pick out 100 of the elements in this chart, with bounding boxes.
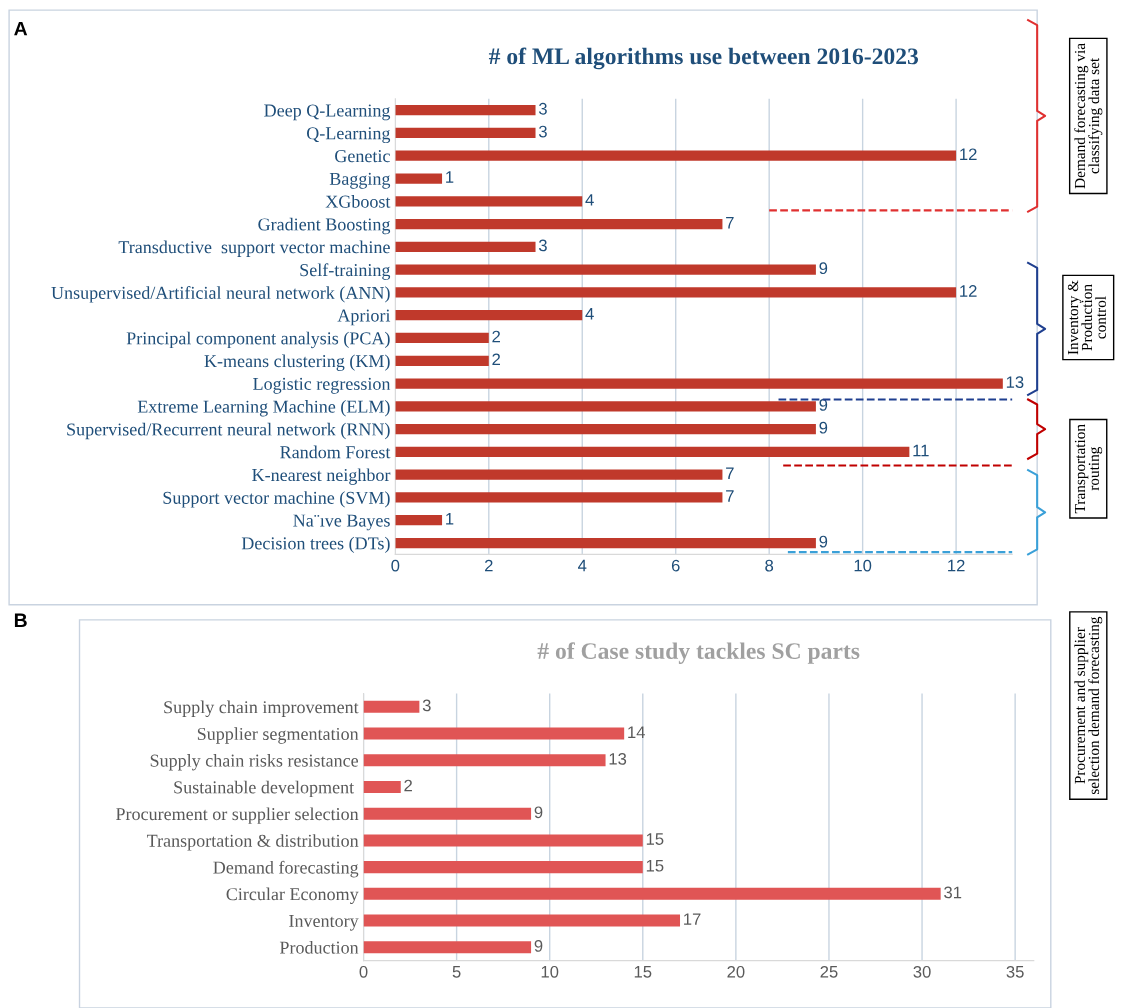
data-label: 15: [646, 859, 664, 872]
y-tick-label: Gradient Boosting: [258, 217, 391, 235]
data-label: 9: [534, 806, 543, 819]
x-tick-label: 6: [671, 559, 680, 572]
data-label: 12: [960, 148, 977, 161]
data-label: 9: [819, 421, 828, 434]
bar: [395, 423, 816, 435]
x-tick-label: 0: [391, 559, 400, 572]
bar: [395, 150, 957, 161]
data-label: 7: [726, 490, 734, 502]
bar: [395, 241, 536, 252]
data-label: 2: [492, 353, 500, 366]
x-tick-label: 5: [452, 966, 461, 978]
bar: [363, 700, 420, 713]
y-tick-label: Logistic regression: [253, 377, 391, 394]
data-label: 4: [585, 308, 594, 320]
data-label: 1: [446, 171, 454, 183]
x-tick-label: 20: [727, 965, 745, 978]
y-tick-label: Bagging: [329, 172, 391, 189]
y-tick-label: Principal component analysis (PCA): [126, 331, 390, 349]
bar: [395, 332, 489, 344]
data-label: 9: [819, 262, 828, 275]
y-tick-label: Transportation & distribution: [146, 834, 359, 851]
bar: [363, 834, 643, 847]
bar: [363, 861, 643, 874]
data-label: 3: [538, 239, 547, 252]
data-label: 12: [960, 285, 977, 297]
bar: [395, 173, 443, 184]
y-tick-label: Apriori: [337, 309, 391, 326]
y-tick-label: Extreme Learning Machine (ELM): [137, 400, 390, 417]
bar: [395, 446, 910, 458]
bar: [363, 807, 532, 820]
x-tick-label: 15: [634, 966, 652, 978]
y-tick-label: Q-Learning: [306, 127, 391, 144]
y-tick-label: Random Forest: [280, 445, 391, 459]
data-label: 17: [684, 913, 701, 925]
bar: [395, 537, 816, 549]
text: A: [14, 21, 28, 36]
y-tick-label: Self-training: [300, 263, 391, 280]
data-label: 15: [646, 833, 664, 845]
y-tick-label: Deep Q-Learning: [264, 104, 391, 121]
data-label: 3: [538, 125, 547, 138]
bar: [363, 727, 625, 740]
bar: [363, 941, 532, 954]
data-label: 13: [609, 752, 627, 765]
y-tick-label: Na¨ıve Bayes: [293, 514, 390, 531]
bar: [363, 754, 606, 767]
bar: [395, 105, 536, 116]
text: Transportation routing: [1074, 424, 1103, 514]
bar: [395, 310, 583, 321]
bar: [395, 196, 583, 207]
y-tick-label: Sustainable development: [174, 780, 355, 798]
data-label: 3: [422, 699, 431, 712]
y-tick-label: Support vector machine (SVM): [163, 491, 390, 508]
bar: [395, 492, 723, 503]
x-tick-label: 10: [541, 965, 559, 978]
x-tick-label: 2: [484, 559, 493, 572]
bar: [395, 355, 489, 366]
data-label: 31: [944, 886, 962, 899]
y-tick-label: Supervised/Recurrent neural network (RNN): [67, 422, 390, 440]
bar: [395, 287, 957, 298]
bar: [395, 218, 723, 230]
data-label: 2: [404, 779, 412, 792]
data-label: 2: [492, 330, 500, 343]
y-tick-label: Genetic: [335, 150, 390, 163]
data-label: 4: [585, 194, 594, 206]
data-label: 9: [819, 399, 828, 411]
y-tick-label: Decision trees (DTs): [241, 536, 390, 554]
x-tick-label: 30: [913, 965, 931, 978]
y-tick-label: K-nearest neighbor: [252, 468, 391, 485]
y-tick-label: Demand forecasting: [213, 860, 359, 878]
y-tick-label: XGboost: [325, 195, 391, 208]
data-label: 9: [819, 535, 828, 548]
data-label: 13: [1006, 376, 1024, 389]
y-tick-label: Production: [279, 941, 359, 954]
data-label: 14: [628, 726, 645, 738]
bar: [395, 401, 816, 412]
x-tick-label: 8: [765, 559, 774, 572]
text: Demand forecasting via classifying data set: [1074, 43, 1103, 189]
y-tick-label: Supply chain improvement: [164, 700, 359, 718]
data-label: 1: [446, 513, 454, 525]
bar: [363, 914, 681, 927]
text: Inventory & Production control: [1067, 280, 1106, 355]
x-tick-label: 4: [578, 559, 587, 572]
data-label: 7: [726, 216, 734, 229]
bar: [395, 378, 1003, 389]
x-tick-label: 0: [359, 965, 368, 978]
bar: [363, 780, 401, 794]
x-tick-label: 10: [854, 559, 872, 572]
bar: [395, 469, 723, 480]
bar: [395, 264, 816, 275]
chart-title: # of ML algorithms use between 2016-2023: [488, 47, 919, 70]
y-tick-label: Inventory: [289, 914, 359, 931]
y-tick-label: Transductive support vector machine: [118, 240, 390, 257]
text: Procurement and supplier selection demand forecasting: [1074, 616, 1103, 795]
bar: [363, 887, 941, 900]
data-label: 11: [913, 444, 929, 457]
y-tick-label: Supply chain risks resistance: [150, 754, 359, 771]
x-tick-label: 25: [820, 965, 838, 978]
chart-title: # of Case study tackles SC parts: [537, 642, 860, 664]
